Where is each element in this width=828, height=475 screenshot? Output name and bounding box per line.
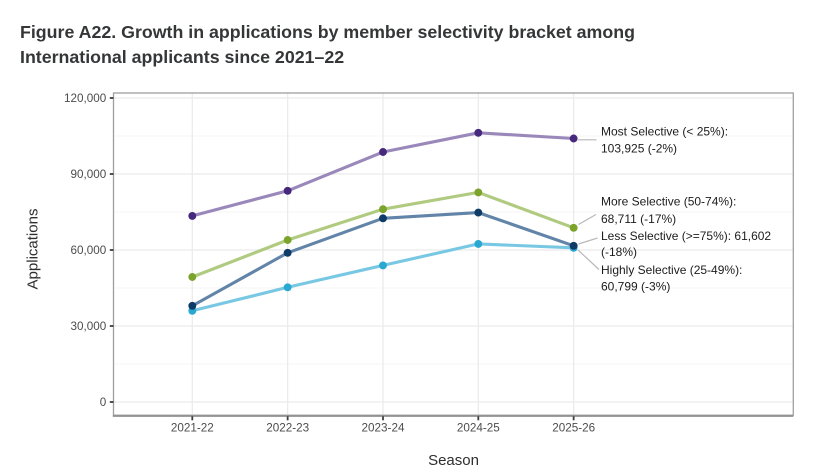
svg-text:2023-24: 2023-24	[362, 422, 405, 435]
svg-text:2021-22: 2021-22	[171, 422, 214, 435]
svg-text:60,000: 60,000	[71, 244, 107, 257]
svg-text:Less Selective (>=75%): 61,602: Less Selective (>=75%): 61,602	[601, 229, 771, 243]
svg-text:68,711 (-17%): 68,711 (-17%)	[601, 212, 676, 226]
svg-text:0: 0	[100, 396, 107, 409]
svg-text:Applications: Applications	[25, 209, 42, 290]
svg-text:120,000: 120,000	[64, 92, 107, 105]
svg-text:103,925 (-2%): 103,925 (-2%)	[601, 141, 677, 155]
svg-text:2025-26: 2025-26	[552, 422, 595, 435]
svg-text:More Selective (50-74%):: More Selective (50-74%):	[601, 195, 736, 209]
svg-text:90,000: 90,000	[71, 168, 107, 181]
svg-text:(-18%): (-18%)	[601, 245, 637, 259]
svg-text:60,799 (-3%): 60,799 (-3%)	[601, 280, 670, 294]
svg-text:Season: Season	[428, 452, 479, 469]
svg-text:Highly Selective (25-49%):: Highly Selective (25-49%):	[601, 263, 742, 277]
svg-text:Most Selective (< 25%):: Most Selective (< 25%):	[601, 125, 728, 139]
svg-text:2024-25: 2024-25	[457, 422, 500, 435]
svg-text:30,000: 30,000	[71, 320, 107, 333]
svg-text:2022-23: 2022-23	[266, 422, 309, 435]
